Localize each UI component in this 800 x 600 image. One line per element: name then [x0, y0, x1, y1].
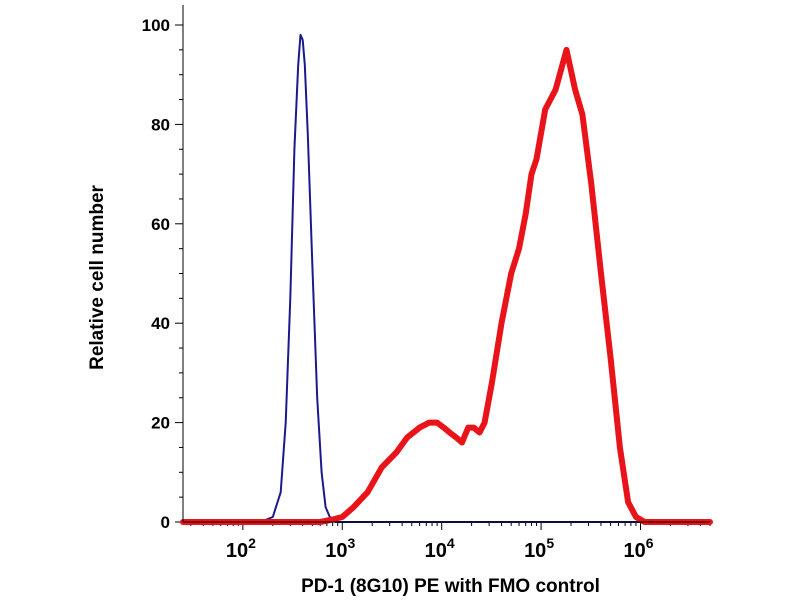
series-line-1 — [182, 33, 711, 523]
y-tick-label: 40 — [151, 314, 170, 333]
y-tick-label: 60 — [151, 215, 170, 234]
x-axis-ticks: 102 103 104 105 106 — [190, 522, 711, 562]
x-tick-label: 106 — [623, 535, 653, 562]
y-tick-label: 80 — [151, 115, 170, 134]
x-tick-label: 102 — [226, 535, 256, 562]
y-tick-label: 0 — [161, 513, 170, 532]
y-axis-ticks: 0 20 40 60 80 100 — [142, 16, 183, 532]
x-axis-title: PD-1 (8G10) PE with FMO control — [301, 576, 600, 597]
x-tick-label: 103 — [325, 535, 355, 562]
x-tick-label: 104 — [425, 535, 455, 562]
series-line-2 — [180, 46, 713, 525]
series-layer — [180, 33, 713, 525]
x-tick-label: 105 — [524, 535, 554, 562]
y-tick-label: 100 — [142, 16, 170, 35]
y-tick-label: 20 — [151, 414, 170, 433]
y-axis-title: Relative cell number — [87, 184, 108, 369]
